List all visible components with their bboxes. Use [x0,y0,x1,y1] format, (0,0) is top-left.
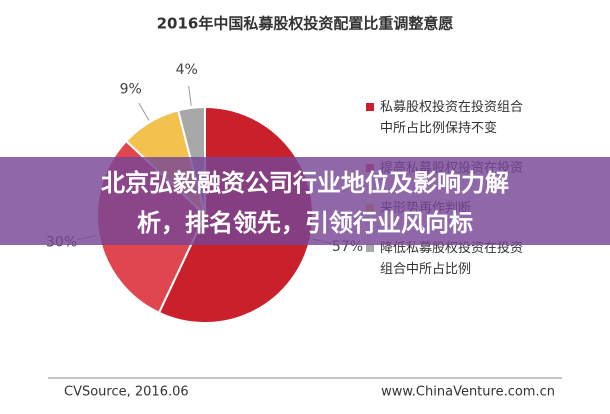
source-right: www.ChinaVenture.com.cn [381,385,555,400]
leader-line [138,102,150,121]
banner-line: 北京弘毅融资公司行业地位及影响力解 [101,169,509,197]
banner [0,157,610,245]
data-label: 4% [176,62,198,78]
data-label: 9% [120,81,142,97]
legend-swatch [366,103,374,111]
legend-swatch [366,244,374,252]
source-left: CVSource, 2016.06 [64,385,189,400]
chart-title: 2016年中国私募股权投资配置比重调整意愿 [157,15,454,33]
leader-line [188,85,192,106]
legend-label: 私募股权投资在投资组合中所占比例保持不变 [380,99,523,136]
banner-line: 析，排名领先，引领行业风向标 [137,209,473,237]
